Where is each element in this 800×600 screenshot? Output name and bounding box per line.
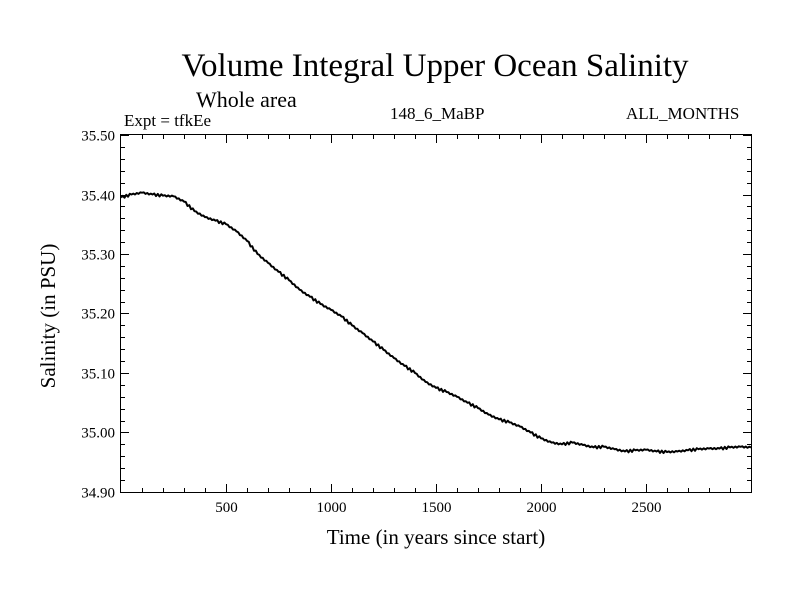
x-tick-label: 2000 <box>527 500 557 516</box>
months-label: ALL_MONTHS <box>626 104 740 123</box>
salinity-series-line <box>120 191 752 455</box>
x-tick-label: 1000 <box>317 500 347 516</box>
axis-ticks <box>121 135 751 493</box>
experiment-label: Expt = tfkEe <box>124 111 212 130</box>
y-axis-label: Salinity (in PSU) <box>36 243 60 389</box>
run-label: 148_6_MaBP <box>390 104 485 123</box>
y-tick-label: 35.30 <box>81 248 115 264</box>
y-tick-label: 34.90 <box>81 486 115 502</box>
y-tick-label: 35.50 <box>81 129 115 145</box>
x-tick-label: 1500 <box>422 500 452 516</box>
plot-area-frame <box>120 134 752 493</box>
chart-title: Volume Integral Upper Ocean Salinity <box>181 48 689 84</box>
x-axis-label: Time (in years since start) <box>326 525 546 549</box>
chart-subtitle: Whole area <box>196 87 297 112</box>
y-tick-label: 35.00 <box>81 426 115 442</box>
x-tick-label: 2500 <box>632 500 662 516</box>
y-tick-label: 35.20 <box>81 307 115 323</box>
y-tick-label: 35.40 <box>81 189 115 205</box>
axis-tick-labels: 500 1000 1500 2000 2500 34.90 35.00 35.10 35.20 3… <box>81 129 661 517</box>
x-tick-label: 500 <box>215 500 238 516</box>
y-tick-label: 35.10 <box>81 367 115 383</box>
